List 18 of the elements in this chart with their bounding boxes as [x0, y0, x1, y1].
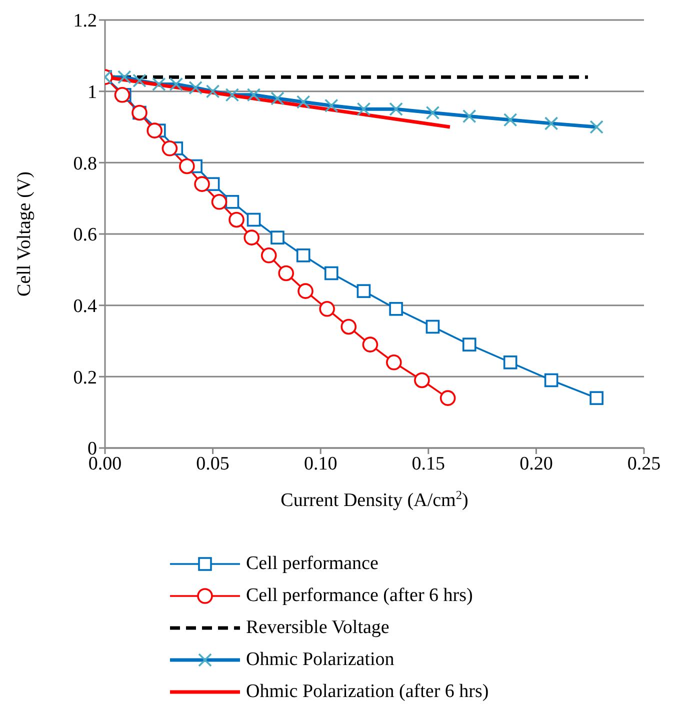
y-tick-label: 1.2	[73, 10, 97, 32]
y-axis-title: Cell Voltage (V)	[14, 172, 35, 296]
x-tick-label: 0.25	[627, 453, 661, 474]
x-axis-title: Current Density (A/cm$^{2}$)	[280, 488, 468, 511]
legend-label: Cell performance	[246, 553, 378, 575]
x-tick-label: 0.20	[520, 453, 553, 474]
legend-label: Ohmic Polarization (after 6 hrs)	[246, 681, 489, 703]
x-tick-label: 0.10	[304, 453, 338, 474]
legend-label: Reversible Voltage	[246, 617, 390, 639]
y-tick-label: 0.6	[73, 224, 97, 246]
x-tick-label: 0.15	[412, 453, 446, 474]
y-tick-label: 1	[88, 82, 97, 104]
y-tick-label: 0.8	[73, 153, 97, 174]
legend-label: Ohmic Polarization	[246, 649, 394, 671]
y-tick-label: 0.2	[73, 367, 97, 388]
x-tick-label: 0.05	[196, 453, 230, 474]
y-tick-label: 0.4	[73, 296, 98, 318]
legend-label: Cell performance (after 6 hrs)	[246, 585, 473, 607]
